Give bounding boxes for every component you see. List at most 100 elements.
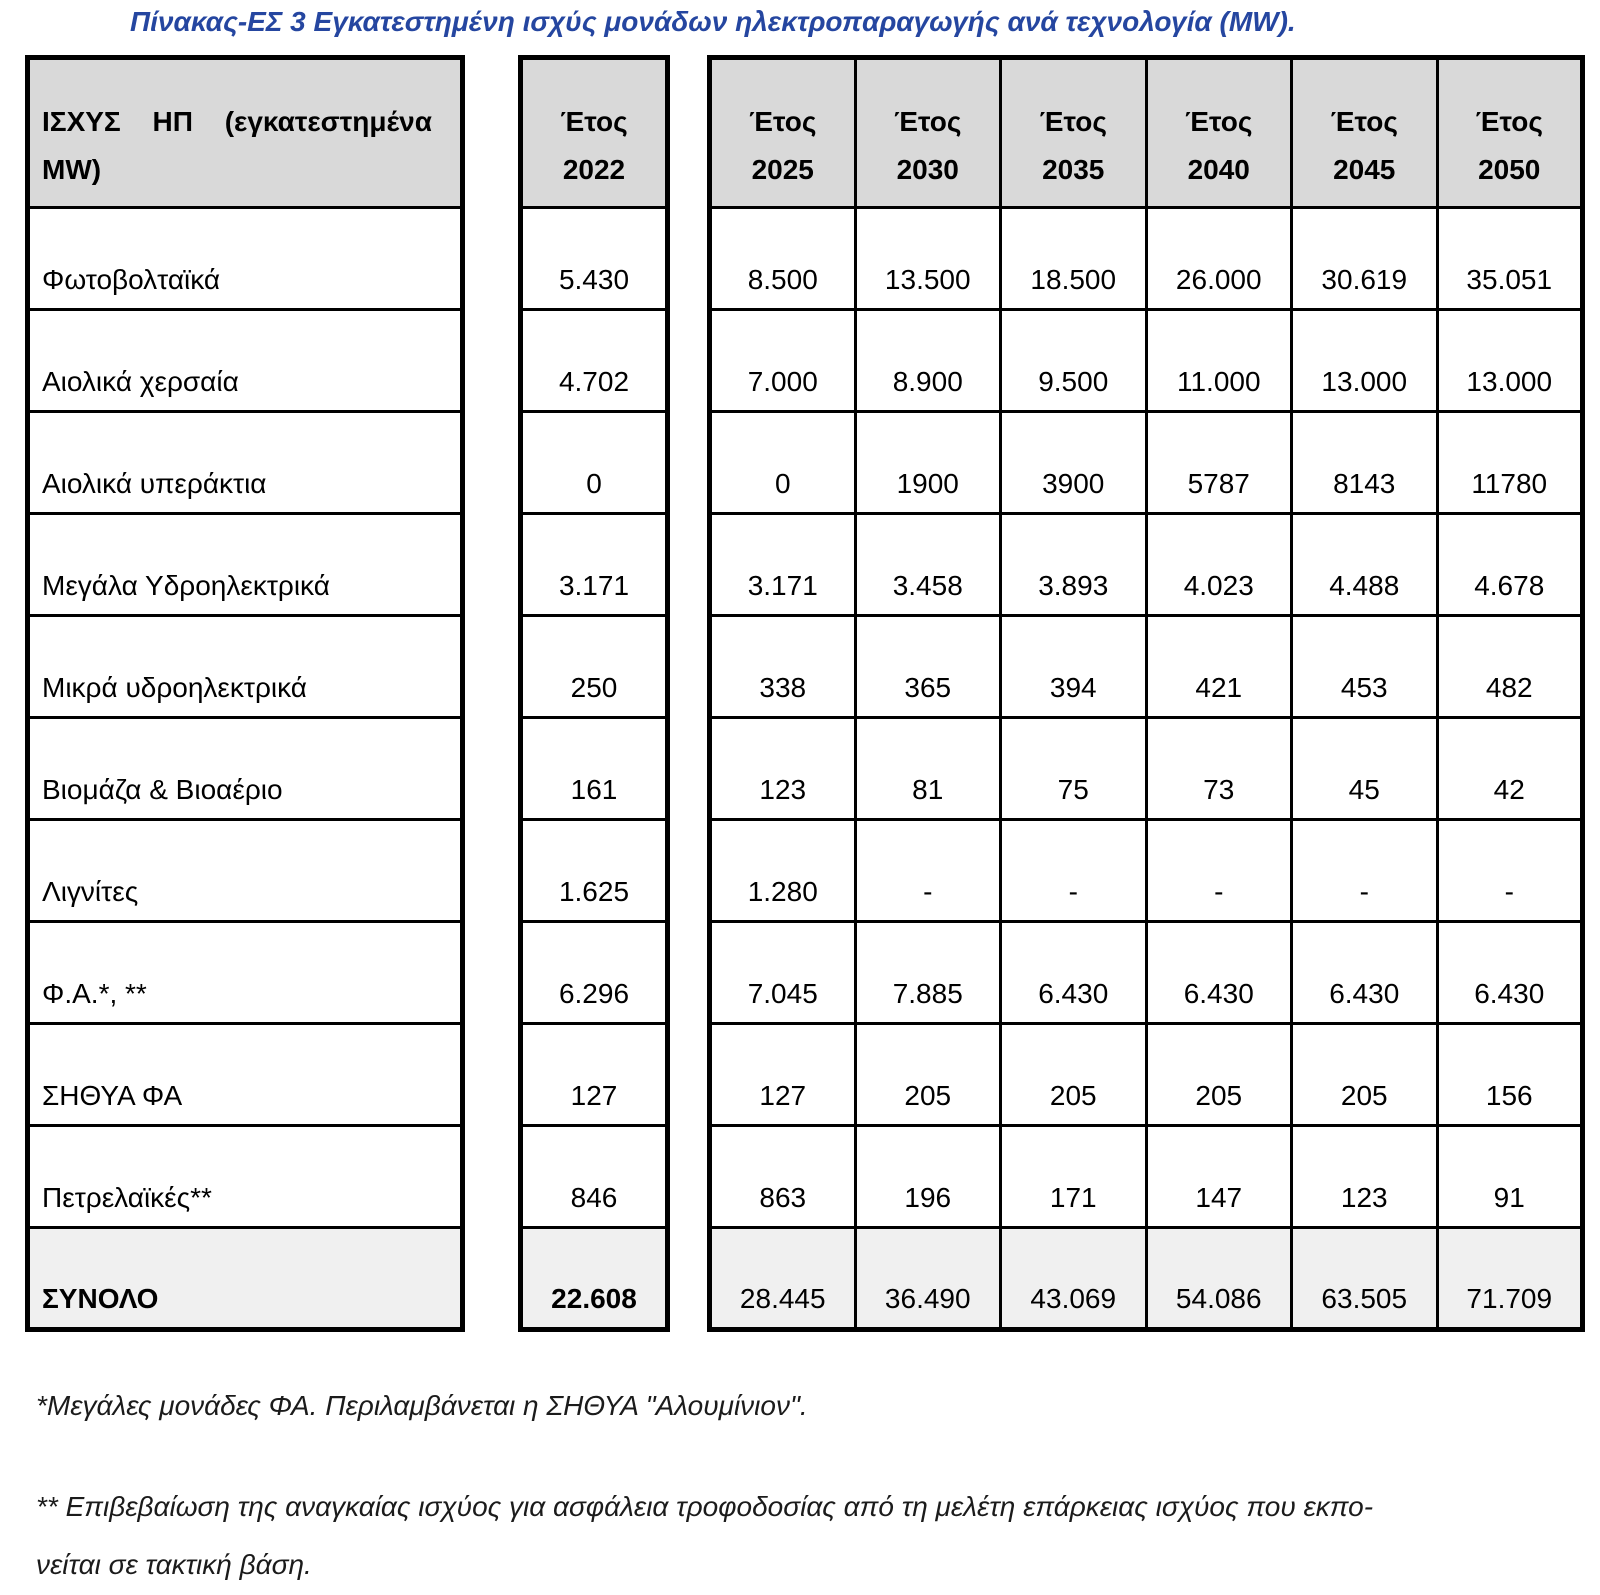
value-cell: 205 — [1290, 1022, 1439, 1127]
value-cell: 482 — [1435, 614, 1584, 719]
value-cell: 4.678 — [1435, 512, 1584, 617]
table-row: ΣΗΘΥΑ ΦΑ — [26, 1022, 464, 1127]
table-row: 5.430 — [519, 206, 669, 311]
year-value: 2025 — [751, 154, 814, 185]
value-cell: 0 — [708, 410, 857, 515]
value-cell: 394 — [999, 614, 1148, 719]
table-row: Φωτοβολταϊκά — [26, 206, 464, 311]
value-cell: 6.430 — [999, 920, 1148, 1025]
table-row: 250 — [519, 614, 669, 719]
value-cell: 3.171 — [708, 512, 857, 617]
value-cell: 11.000 — [1144, 308, 1293, 413]
row-label: Αιολικά υπεράκτια — [26, 410, 464, 515]
value-cell: - — [1435, 818, 1584, 923]
value-cell: 81 — [853, 716, 1002, 821]
table-row: 1.625 — [519, 818, 669, 923]
table-row: 1.280 - - - - - — [708, 818, 1584, 923]
year-header-2035: Έτος 2035 — [999, 56, 1148, 209]
table-row: 123 81 75 73 45 42 — [708, 716, 1584, 821]
value-cell: 8.500 — [708, 206, 857, 311]
table-row: 846 — [519, 1124, 669, 1229]
year-header-2030: Έτος 2030 — [853, 56, 1002, 209]
year-value: 2050 — [1478, 154, 1541, 185]
year-header-2040: Έτος 2040 — [1144, 56, 1293, 209]
year-prefix: Έτος — [749, 106, 817, 137]
capacity-table-labels: ΙΣΧΥΣ ΗΠ (εγκατεστημένα MW) Φωτοβολταϊκά… — [25, 55, 465, 1332]
year-prefix: Έτος — [894, 106, 962, 137]
value-cell: 4.488 — [1290, 512, 1439, 617]
table-row: 4.702 — [519, 308, 669, 413]
table-row: Μεγάλα Υδροηλεκτρικά — [26, 512, 464, 617]
table-header-row: Έτος 2025 Έτος 2030 Έτος 2035 Έτος 2040 Έτος… — [708, 56, 1584, 209]
value-cell: 161 — [519, 716, 669, 821]
year-header-2045: Έτος 2045 — [1290, 56, 1439, 209]
value-cell: 91 — [1435, 1124, 1584, 1229]
total-value: 54.086 — [1144, 1226, 1293, 1331]
value-cell: 7.000 — [708, 308, 857, 413]
table-row: 863 196 171 147 123 91 — [708, 1124, 1584, 1229]
year-header-2025: Έτος 2025 — [708, 56, 857, 209]
table-row: 6.296 — [519, 920, 669, 1025]
value-cell: 30.619 — [1290, 206, 1439, 311]
value-cell: 1900 — [853, 410, 1002, 515]
page-title: Πίνακας-ΕΣ 3 Εγκατεστημένη ισχύς μονάδων… — [130, 6, 1296, 37]
value-cell: 42 — [1435, 716, 1584, 821]
value-cell: 8143 — [1290, 410, 1439, 515]
capacity-table-2022: Έτος 2022 5.430 4.702 0 3.171 250 161 1.… — [518, 55, 670, 1332]
row-label: Βιομάζα & Βιοαέριο — [26, 716, 464, 821]
value-cell: 123 — [708, 716, 857, 821]
value-cell: 123 — [1290, 1124, 1439, 1229]
year-value: 2035 — [1042, 154, 1105, 185]
value-cell: 11780 — [1435, 410, 1584, 515]
table-row: 127 — [519, 1022, 669, 1127]
total-value: 36.490 — [853, 1226, 1002, 1331]
footnote-2-line1: ** Επιβεβαίωση της αναγκαίας ισχύος για … — [36, 1491, 1374, 1522]
value-cell: 6.430 — [1290, 920, 1439, 1025]
header-label-line1: ΙΣΧΥΣ ΗΠ (εγκατεστημένα — [42, 106, 432, 137]
value-cell: 5787 — [1144, 410, 1293, 515]
total-label: ΣΥΝΟΛΟ — [26, 1226, 464, 1331]
row-label: Λιγνίτες — [26, 818, 464, 923]
row-label: Αιολικά χερσαία — [26, 308, 464, 413]
year-prefix: Έτος — [560, 106, 628, 137]
row-label: Φ.Α.*, ** — [26, 920, 464, 1025]
value-cell: 45 — [1290, 716, 1439, 821]
value-cell: 846 — [519, 1124, 669, 1229]
header-cell-technology: ΙΣΧΥΣ ΗΠ (εγκατεστημένα MW) — [26, 56, 464, 209]
value-cell: 171 — [999, 1124, 1148, 1229]
value-cell: 156 — [1435, 1022, 1584, 1127]
table-row: 0 1900 3900 5787 8143 11780 — [708, 410, 1584, 515]
table-row: 338 365 394 421 453 482 — [708, 614, 1584, 719]
value-cell: 35.051 — [1435, 206, 1584, 311]
value-cell: 1.280 — [708, 818, 857, 923]
value-cell: 205 — [1144, 1022, 1293, 1127]
row-label: Μικρά υδροηλεκτρικά — [26, 614, 464, 719]
table-row: 7.045 7.885 6.430 6.430 6.430 6.430 — [708, 920, 1584, 1025]
value-cell: 9.500 — [999, 308, 1148, 413]
value-cell: 250 — [519, 614, 669, 719]
table-row: Βιομάζα & Βιοαέριο — [26, 716, 464, 821]
row-label: ΣΗΘΥΑ ΦΑ — [26, 1022, 464, 1127]
value-cell: 0 — [519, 410, 669, 515]
year-value: 2045 — [1333, 154, 1396, 185]
value-cell: 205 — [853, 1022, 1002, 1127]
capacity-table-years: Έτος 2025 Έτος 2030 Έτος 2035 Έτος 2040 Έτος… — [707, 55, 1585, 1332]
year-prefix: Έτος — [1330, 106, 1398, 137]
table-row: 161 — [519, 716, 669, 821]
value-cell: 196 — [853, 1124, 1002, 1229]
footnote-2: ** Επιβεβαίωση της αναγκαίας ισχύος για … — [36, 1478, 1373, 1594]
value-cell: 127 — [519, 1022, 669, 1127]
value-cell: 13.500 — [853, 206, 1002, 311]
table-row: Μικρά υδροηλεκτρικά — [26, 614, 464, 719]
value-cell: 3900 — [999, 410, 1148, 515]
value-cell: 13.000 — [1290, 308, 1439, 413]
value-cell: 6.296 — [519, 920, 669, 1025]
value-cell: 8.900 — [853, 308, 1002, 413]
value-cell: 3.458 — [853, 512, 1002, 617]
total-value: 63.505 — [1290, 1226, 1439, 1331]
footnote-1: *Μεγάλες μονάδες ΦΑ. Περιλαμβάνεται η ΣΗ… — [36, 1390, 808, 1421]
value-cell: 453 — [1290, 614, 1439, 719]
table-row: 7.000 8.900 9.500 11.000 13.000 13.000 — [708, 308, 1584, 413]
value-cell: 4.023 — [1144, 512, 1293, 617]
